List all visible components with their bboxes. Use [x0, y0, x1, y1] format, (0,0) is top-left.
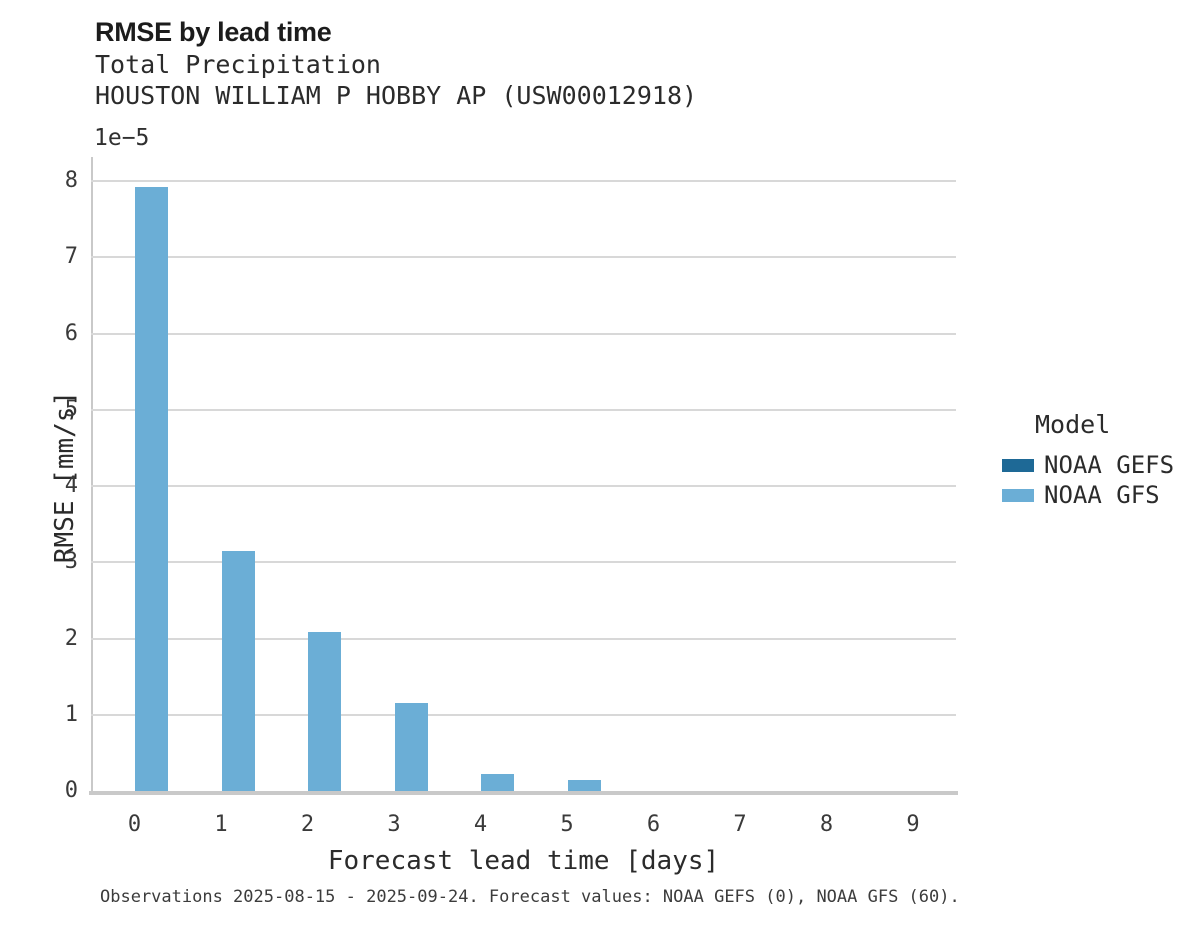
- bar-noaa-gfs-leadtime-5: [567, 779, 601, 791]
- chart-subtitle-variable: Total Precipitation: [95, 50, 381, 79]
- x-axis-ticks: 0 1 2 3 4 5 6 7 8 9: [91, 812, 956, 842]
- x-tick-label-7: 7: [733, 812, 747, 837]
- gridline-y7: [91, 256, 956, 259]
- y-tick-label-7: 7: [64, 244, 78, 270]
- legend-label: NOAA GFS: [1044, 481, 1160, 509]
- bar-noaa-gfs-leadtime-2: [308, 631, 342, 791]
- x-tick-label-5: 5: [560, 812, 574, 837]
- plot-area: [91, 157, 956, 791]
- legend: Model NOAA GEFS NOAA GFS: [1002, 410, 1187, 510]
- gridline-y4: [91, 485, 956, 487]
- x-tick-label-0: 0: [127, 812, 142, 837]
- x-tick-label-9: 9: [906, 812, 920, 837]
- y-tick-label-1: 1: [64, 701, 78, 727]
- y-axis-spine: [91, 157, 93, 791]
- y-tick-label-3: 3: [64, 549, 78, 575]
- chart-title: RMSE by lead time: [95, 17, 332, 47]
- gridline-y1: [91, 713, 956, 716]
- bar-noaa-gfs-leadtime-0: [135, 187, 169, 791]
- footer-caption: Observations 2025-08-15 - 2025-09-24. Fo…: [100, 887, 960, 907]
- legend-item-noaa-gfs: NOAA GFS: [1002, 480, 1187, 510]
- legend-title: Model: [1035, 410, 1111, 439]
- x-axis-spine: [89, 791, 958, 795]
- x-tick-label-2: 2: [300, 812, 315, 837]
- bar-noaa-gfs-leadtime-1: [221, 550, 255, 791]
- y-axis-ticks: 0 1 2 3 4 5 6 7 8: [0, 157, 78, 803]
- chart-subtitle-station: HOUSTON WILLIAM P HOBBY AP (USW00012918): [95, 81, 698, 110]
- gridline-y2: [91, 637, 956, 640]
- y-tick-label-2: 2: [64, 625, 78, 651]
- y-tick-label-4: 4: [64, 473, 78, 498]
- legend-swatch-noaa-gefs: [1002, 458, 1034, 472]
- x-tick-label-8: 8: [819, 812, 834, 837]
- bar-noaa-gfs-leadtime-4: [481, 774, 515, 791]
- y-tick-label-8: 8: [64, 168, 78, 194]
- x-tick-label-3: 3: [387, 812, 401, 837]
- y-tick-label-5: 5: [64, 396, 78, 422]
- bar-noaa-gfs-leadtime-3: [394, 702, 428, 791]
- legend-item-noaa-gefs: NOAA GEFS: [1002, 450, 1187, 480]
- y-axis-offset-label: 1e−5: [94, 125, 150, 151]
- gridline-y5: [91, 408, 956, 411]
- x-axis-label: Forecast lead time [days]: [327, 846, 720, 876]
- gridline-y6: [91, 332, 956, 335]
- gridline-y3: [91, 561, 956, 564]
- x-tick-label-4: 4: [473, 812, 488, 837]
- x-tick-label-6: 6: [646, 812, 661, 837]
- x-tick-label-1: 1: [214, 812, 228, 837]
- legend-label: NOAA GEFS: [1044, 451, 1175, 479]
- y-tick-label-6: 6: [64, 320, 78, 346]
- y-tick-label-0: 0: [64, 778, 78, 803]
- gridline-y8: [91, 180, 956, 183]
- legend-items: NOAA GEFS NOAA GFS: [1002, 450, 1187, 510]
- legend-swatch-noaa-gfs: [1002, 488, 1034, 502]
